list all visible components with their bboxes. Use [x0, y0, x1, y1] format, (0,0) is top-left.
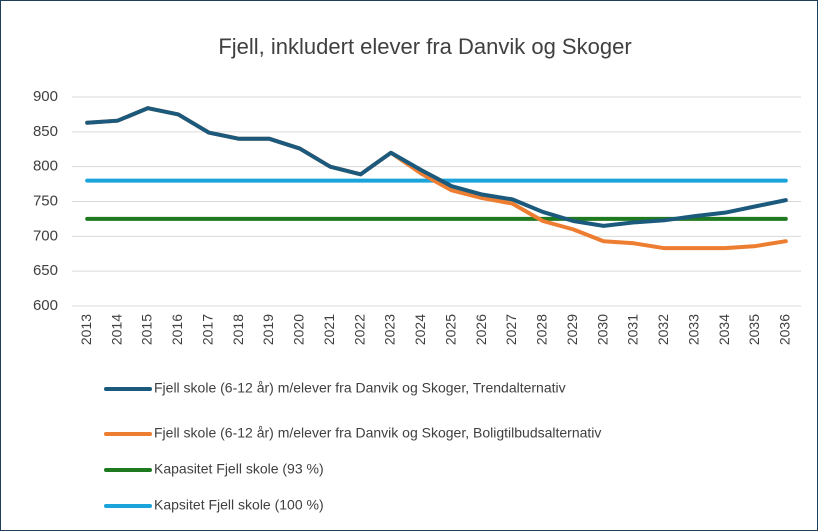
x-tick-label: 2023 [382, 314, 398, 345]
chart-title: Fjell, inkludert elever fra Danvik og Sk… [218, 34, 631, 59]
x-tick-label: 2019 [260, 314, 276, 345]
x-tick-label: 2016 [169, 314, 185, 345]
y-tick-label: 600 [33, 297, 58, 314]
y-tick-label: 850 [33, 123, 58, 140]
x-tick-label: 2025 [442, 314, 458, 345]
y-tick-label: 650 [33, 262, 58, 279]
series-line [85, 106, 788, 228]
x-tick-label: 2018 [230, 314, 246, 345]
y-tick-label: 800 [33, 158, 58, 175]
x-tick-label: 2024 [412, 314, 428, 345]
legend-label: Kapasitet Fjell skole (93 %) [154, 461, 324, 477]
legend-label: Fjell skole (6-12 år) m/elever fra Danvi… [154, 380, 566, 396]
x-tick-label: 2021 [321, 314, 337, 345]
x-tick-label: 2013 [78, 314, 94, 345]
x-tick-label: 2035 [746, 314, 762, 345]
x-tick-label: 2027 [503, 314, 519, 345]
x-tick-label: 2028 [534, 314, 550, 345]
x-tick-label: 2022 [351, 314, 367, 345]
legend-label: Kapsitet Fjell skole (100 %) [154, 497, 324, 513]
x-tick-label: 2032 [655, 314, 671, 345]
x-tick-label: 2029 [564, 314, 580, 345]
x-tick-label: 2030 [594, 314, 610, 345]
x-tick-label: 2036 [777, 314, 793, 345]
y-tick-label: 900 [33, 88, 58, 105]
x-tick-label: 2034 [716, 314, 732, 345]
x-tick-label: 2033 [685, 314, 701, 345]
x-tick-label: 2031 [625, 314, 641, 345]
y-tick-label: 750 [33, 192, 58, 209]
x-tick-label: 2014 [108, 314, 124, 345]
legend-label: Fjell skole (6-12 år) m/elever fra Danvi… [154, 425, 601, 441]
x-tick-label: 2020 [291, 314, 307, 345]
y-tick-label: 700 [33, 227, 58, 244]
x-tick-label: 2015 [139, 314, 155, 345]
x-tick-label: 2017 [199, 314, 215, 345]
x-tick-label: 2026 [473, 314, 489, 345]
